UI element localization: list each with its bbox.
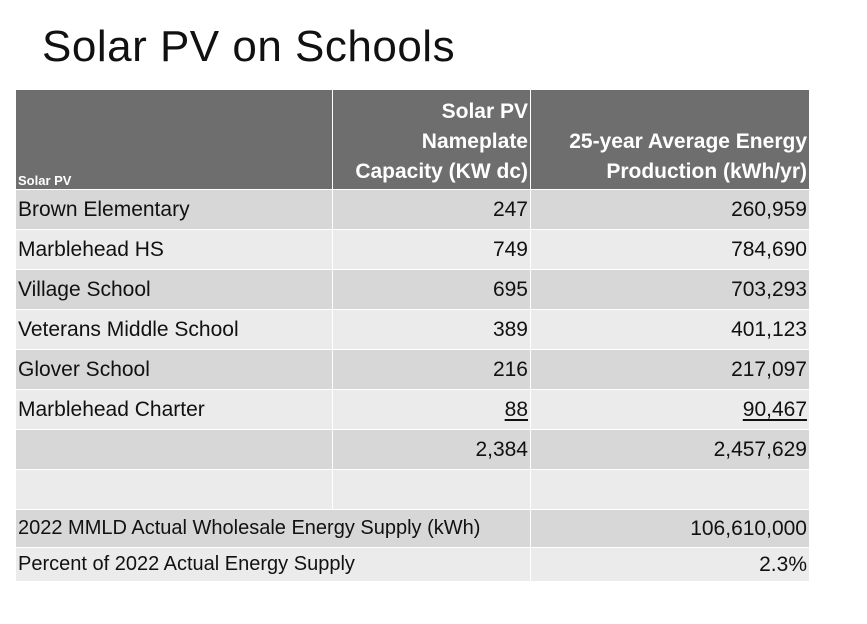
percent-value: 2.3% bbox=[759, 552, 807, 576]
table-row: Marblehead Charter 88 90,467 bbox=[16, 390, 809, 430]
production-value-underlined: 90,467 bbox=[742, 397, 807, 421]
empty-cell bbox=[531, 470, 809, 509]
production-value: 217,097 bbox=[731, 357, 807, 381]
header-capacity-line: Capacity (KW dc) bbox=[355, 160, 528, 183]
table-row: Village School 695 703,293 bbox=[16, 270, 809, 310]
capacity-value: 389 bbox=[333, 310, 531, 349]
school-name: Veterans Middle School bbox=[16, 310, 333, 349]
capacity-value: 216 bbox=[333, 350, 531, 389]
empty-cell bbox=[16, 470, 333, 509]
capacity-value: 749 bbox=[333, 230, 531, 269]
empty-cell bbox=[333, 470, 531, 509]
table-header-row: Solar PV Solar PV Nameplate Capacity (KW… bbox=[16, 90, 809, 190]
header-production-line: Production (kWh/yr) bbox=[606, 160, 807, 183]
production-value: 90,467 bbox=[531, 390, 809, 429]
supply-value: 106,610,000 bbox=[690, 516, 807, 540]
header-production: 25-year Average Energy Production (kWh/y… bbox=[531, 90, 809, 189]
supply-row: 2022 MMLD Actual Wholesale Energy Supply… bbox=[16, 510, 809, 548]
empty-row bbox=[16, 470, 809, 510]
capacity-value: 695 bbox=[333, 270, 531, 309]
supply-label: 2022 MMLD Actual Wholesale Energy Supply… bbox=[16, 510, 531, 547]
production-value: 401,123 bbox=[731, 317, 807, 341]
header-capacity-line: Nameplate bbox=[421, 130, 528, 153]
table-row: Brown Elementary 247 260,959 bbox=[16, 190, 809, 230]
school-name: Glover School bbox=[16, 350, 333, 389]
percent-row: Percent of 2022 Actual Energy Supply 2.3… bbox=[16, 548, 809, 582]
table-row: Glover School 216 217,097 bbox=[16, 350, 809, 390]
school-name: Brown Elementary bbox=[16, 190, 333, 229]
header-production-line: 25-year Average Energy bbox=[569, 130, 807, 153]
table-row: Marblehead HS 749 784,690 bbox=[16, 230, 809, 270]
totals-row: 2,384 2,457,629 bbox=[16, 430, 809, 470]
total-production: 2,457,629 bbox=[713, 437, 807, 461]
page-title: Solar PV on Schools bbox=[42, 22, 456, 71]
capacity-value: 88 bbox=[333, 390, 531, 429]
solar-pv-table: Solar PV Solar PV Nameplate Capacity (KW… bbox=[16, 90, 809, 582]
school-name: Village School bbox=[16, 270, 333, 309]
capacity-value-underlined: 88 bbox=[504, 397, 528, 421]
header-solar-pv: Solar PV bbox=[16, 90, 333, 189]
production-value: 260,959 bbox=[731, 197, 807, 221]
school-name: Marblehead Charter bbox=[16, 390, 333, 429]
production-value: 703,293 bbox=[731, 277, 807, 301]
capacity-value: 247 bbox=[333, 190, 531, 229]
header-capacity: Solar PV Nameplate Capacity (KW dc) bbox=[333, 90, 531, 189]
header-capacity-line: Solar PV bbox=[441, 100, 528, 123]
total-capacity: 2,384 bbox=[333, 430, 531, 469]
percent-label: Percent of 2022 Actual Energy Supply bbox=[16, 548, 531, 581]
school-name: Marblehead HS bbox=[16, 230, 333, 269]
table-row: Veterans Middle School 389 401,123 bbox=[16, 310, 809, 350]
totals-label-empty bbox=[16, 430, 333, 469]
production-value: 784,690 bbox=[731, 237, 807, 261]
